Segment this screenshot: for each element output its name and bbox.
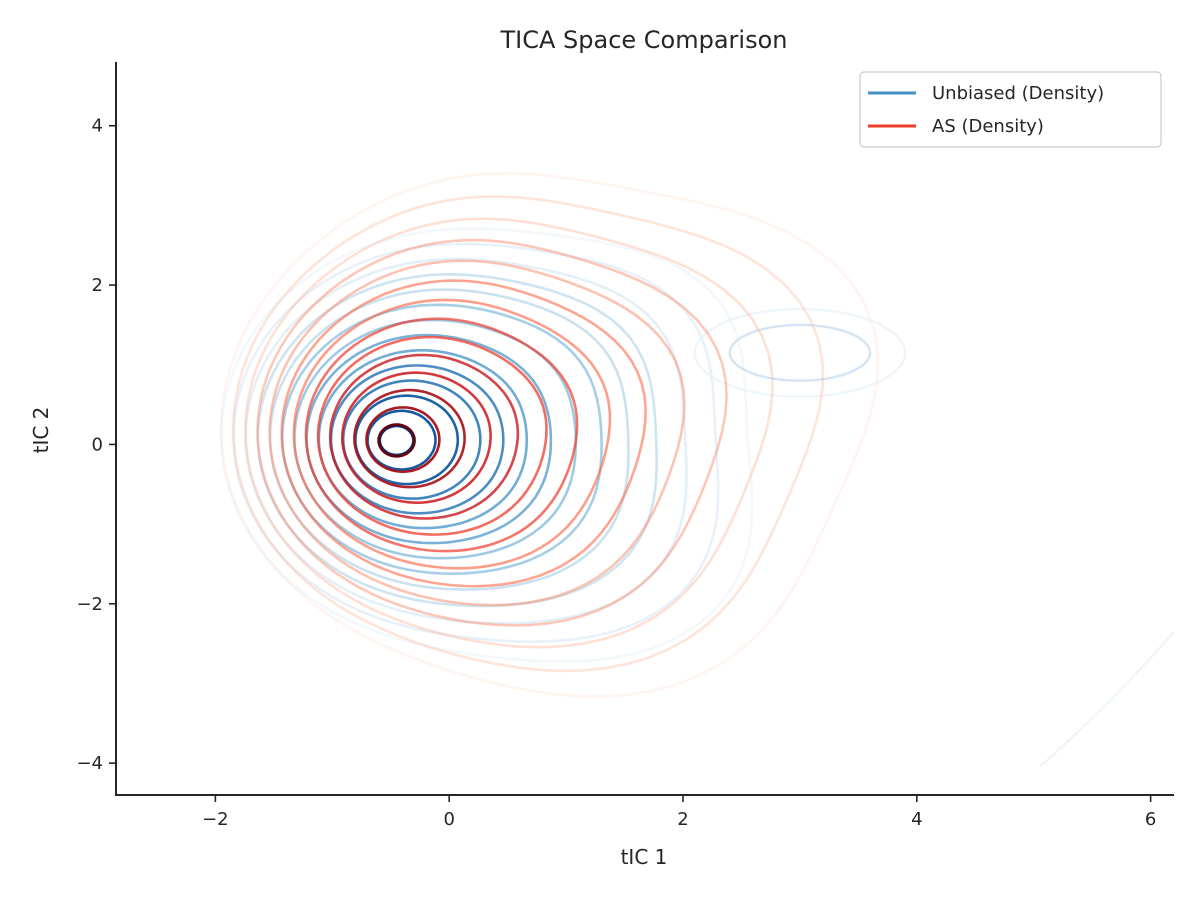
contour-as (316, 335, 548, 536)
y-axis-ticks: −4 −2 0 2 4 (76, 116, 116, 774)
chart-title: TICA Space Comparison (499, 26, 787, 54)
x-tick-label: 0 (443, 809, 454, 830)
legend-label-unbiased: Unbiased (Density) (932, 83, 1104, 104)
y-tick-label: 4 (92, 116, 103, 137)
contour-unbiased-secondary (728, 323, 872, 382)
contour-unbiased (244, 257, 688, 625)
contour-unbiased (329, 364, 505, 515)
contour-unbiased (341, 379, 482, 500)
contour-as (256, 238, 728, 627)
contour-as (377, 423, 416, 458)
y-tick-label: −4 (76, 753, 103, 774)
legend-box (859, 71, 1162, 148)
contour-unbiased (219, 227, 754, 663)
contour-as (244, 217, 774, 649)
y-axis-label: tIC 2 (29, 407, 53, 454)
contour-as (304, 317, 579, 553)
contour-unbiased (378, 424, 415, 457)
legend: Unbiased (Density) AS (Density) (859, 71, 1162, 148)
x-axis-ticks: −2 0 2 4 6 (202, 795, 1156, 830)
contour-as (231, 195, 825, 673)
x-tick-label: 6 (1145, 809, 1156, 830)
x-tick-label: 4 (911, 809, 922, 830)
contour-as (219, 171, 880, 698)
x-tick-label: −2 (202, 809, 229, 830)
y-tick-label: 2 (92, 275, 103, 296)
legend-label-as: AS (Density) (932, 116, 1044, 137)
contour-as (328, 353, 520, 520)
contour-as (365, 406, 441, 473)
contour-as (268, 259, 686, 607)
contour-as (292, 298, 612, 570)
contour-as (280, 279, 647, 588)
contour-as (340, 371, 492, 505)
contour-unbiased-secondary (693, 307, 907, 398)
x-tick-label: 2 (677, 809, 688, 830)
x-axis-label: tIC 1 (621, 845, 668, 869)
y-tick-label: −2 (76, 594, 103, 615)
contour-unbiased-tail (1038, 630, 1174, 768)
y-tick-label: 0 (92, 434, 103, 455)
contour-as (353, 388, 466, 489)
contour-layer (219, 171, 1174, 768)
